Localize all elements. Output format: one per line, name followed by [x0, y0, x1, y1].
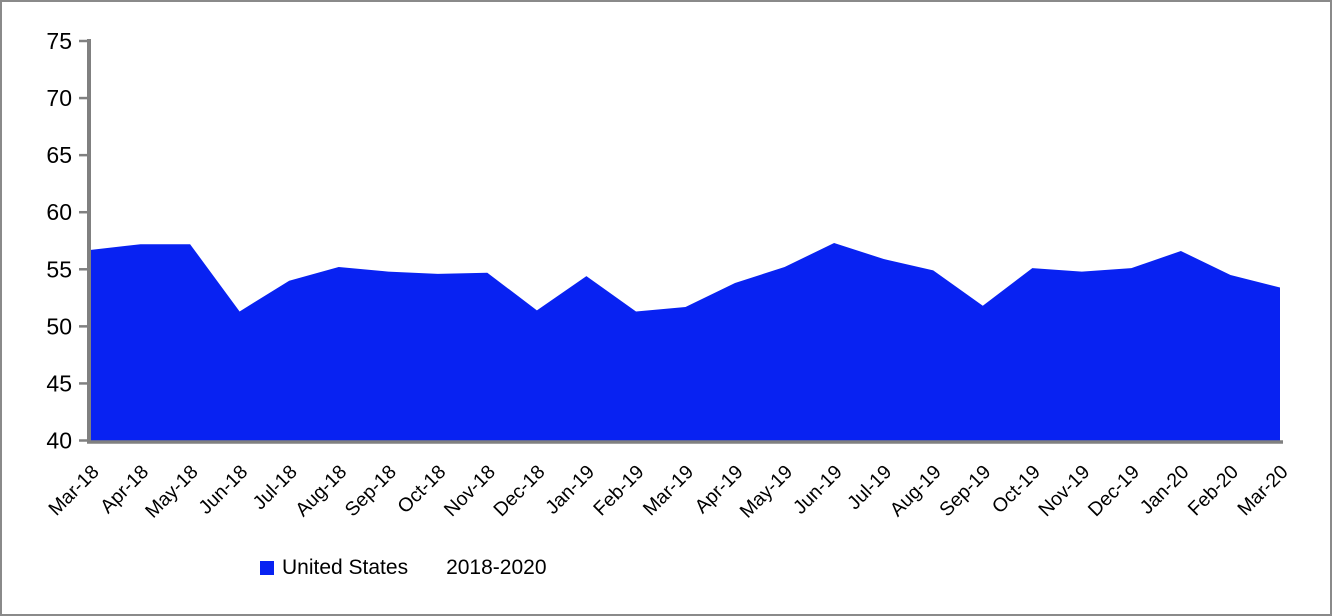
x-axis-label: Jun-18	[194, 461, 252, 519]
x-axis-label: Jan-20	[1136, 461, 1194, 519]
x-axis-label: Oct-19	[988, 461, 1045, 518]
x-axis-label: May-19	[736, 461, 798, 523]
y-axis-tick-label: 55	[46, 256, 72, 282]
x-axis-label: Feb-19	[589, 461, 648, 520]
y-axis-tick-label: 50	[46, 313, 72, 339]
x-axis-label: Mar-19	[639, 461, 698, 520]
x-axis-label: Sep-18	[341, 461, 401, 521]
x-axis-label: May-18	[141, 461, 203, 523]
x-axis-label: Oct-18	[393, 461, 450, 518]
x-axis-label: Nov-19	[1034, 461, 1094, 521]
x-axis-label: Aug-19	[886, 461, 946, 521]
legend-series-label: United States	[282, 556, 409, 579]
x-axis-label: Sep-19	[935, 461, 995, 521]
x-axis-label: Mar-18	[44, 461, 103, 520]
legend: United States 2018-2020	[260, 557, 547, 578]
y-axis-tick-label: 70	[46, 85, 72, 111]
x-axis-label: Mar-20	[1233, 461, 1292, 520]
y-axis-tick-label: 40	[46, 428, 72, 454]
y-axis-tick-label: 75	[46, 28, 72, 54]
x-axis-label: Nov-18	[440, 461, 500, 521]
x-axis-label: Dec-18	[489, 461, 549, 521]
y-axis-tick-label: 60	[46, 199, 72, 225]
x-axis-label: Jan-19	[541, 461, 599, 519]
legend-period-label: 2018-2020	[446, 556, 547, 579]
y-axis-tick-label: 65	[46, 142, 72, 168]
x-axis-label: Feb-20	[1184, 461, 1243, 520]
y-axis-tick-label: 45	[46, 370, 72, 396]
x-axis-label: Dec-19	[1084, 461, 1144, 521]
x-axis-label: Jun-19	[789, 461, 847, 519]
legend-swatch-icon	[260, 560, 274, 575]
area-series-united-states	[91, 243, 1280, 441]
x-axis-label: Aug-18	[291, 461, 351, 521]
